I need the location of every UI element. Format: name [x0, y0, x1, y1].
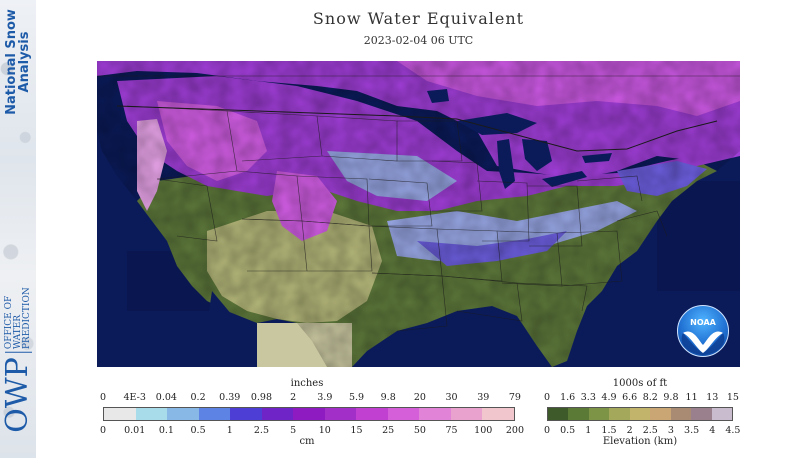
- snow-map: NOAA: [97, 61, 740, 367]
- swe-color-swatch: [198, 408, 231, 420]
- swe-unit-cm: cm: [299, 436, 315, 447]
- swe-color-swatch: [324, 408, 357, 420]
- swe-color-swatch: [104, 408, 136, 420]
- lake-michigan: [497, 139, 515, 189]
- us-canada-border: [116, 105, 718, 152]
- elev-color-swatch: [711, 408, 732, 420]
- owp-logo: OWP OFFICE OF WATER PREDICTION: [0, 287, 35, 433]
- owp-line-3: PREDICTION: [21, 287, 32, 350]
- swe-color-swatch: [482, 408, 514, 420]
- swe-color-swatch: [387, 408, 420, 420]
- lake-huron: [522, 139, 552, 171]
- swe-unit-inches: inches: [290, 378, 324, 389]
- swe-color-swatch: [356, 408, 388, 420]
- swe-inch-ticks: 0 4E-3 0.04 0.2 0.39 0.98 2 3.9 5.9 9.8 20 30 39 79: [99, 392, 521, 403]
- elev-unit-ft: 1000s of ft: [612, 378, 668, 389]
- map-svg: [97, 61, 740, 367]
- elev-ft-ticks: 0 1.6 3.3 4.9 6.6 8.2 9.8 11 13 15: [543, 392, 739, 403]
- swe-color-swatch: [167, 408, 199, 420]
- elev-color-swatch: [568, 408, 589, 420]
- elev-color-swatch: [691, 408, 712, 420]
- elev-color-swatch: [670, 408, 692, 420]
- elev-color-swatch: [609, 408, 630, 420]
- swe-color-swatch: [293, 408, 325, 420]
- gulf-of-california: [209, 291, 252, 367]
- timestamp: 2023-02-04 06 UTC: [363, 34, 474, 47]
- swe-color-swatch: [230, 408, 262, 420]
- terrain-texture: [97, 61, 740, 367]
- noaa-bird-icon: [681, 331, 724, 355]
- noaa-logo: NOAA: [677, 305, 729, 357]
- noaa-logo-text: NOAA: [690, 318, 716, 327]
- swe-color-swatch: [450, 408, 483, 420]
- elev-color-swatch: [629, 408, 651, 420]
- lake-erie: [542, 171, 587, 187]
- sidebar: National Snow Analysis OWP OFFICE OF WAT…: [0, 0, 36, 458]
- swe-legend: inches 0 4E-3 0.04 0.2 0.39 0.98 2 3.9 5.9 9.8 20 3…: [97, 378, 527, 448]
- swe-color-swatch: [261, 408, 294, 420]
- owp-full-name: OFFICE OF WATER PREDICTION: [4, 287, 32, 354]
- swe-cm-ticks: 0 0.01 0.1 0.5 1 2.5 5 10 15 25 50 75 100 200: [99, 425, 525, 436]
- owp-abbrev: OWP: [0, 357, 35, 433]
- lake-superior: [457, 113, 537, 135]
- elev-km-ticks: 0 0.5 1 1.5 2 2.5 3 3.5 4 4.5: [543, 425, 741, 436]
- elev-color-bar: [547, 407, 733, 421]
- swe-color-swatch: [419, 408, 451, 420]
- swe-color-bar: [103, 407, 515, 421]
- page-title: Snow Water Equivalent: [312, 9, 525, 28]
- elev-color-swatch: [548, 408, 569, 420]
- nsa-logo-text: National Snow Analysis: [4, 9, 32, 115]
- elev-color-swatch: [650, 408, 671, 420]
- lake-ontario: [582, 153, 612, 163]
- sidebar-texture: [0, 0, 36, 458]
- elev-color-swatch: [588, 408, 610, 420]
- swe-color-swatch: [135, 408, 168, 420]
- lake-winnipeg: [427, 89, 449, 103]
- elev-unit-km: Elevation (km): [602, 436, 678, 447]
- nsa-line-2: Analysis: [17, 31, 32, 93]
